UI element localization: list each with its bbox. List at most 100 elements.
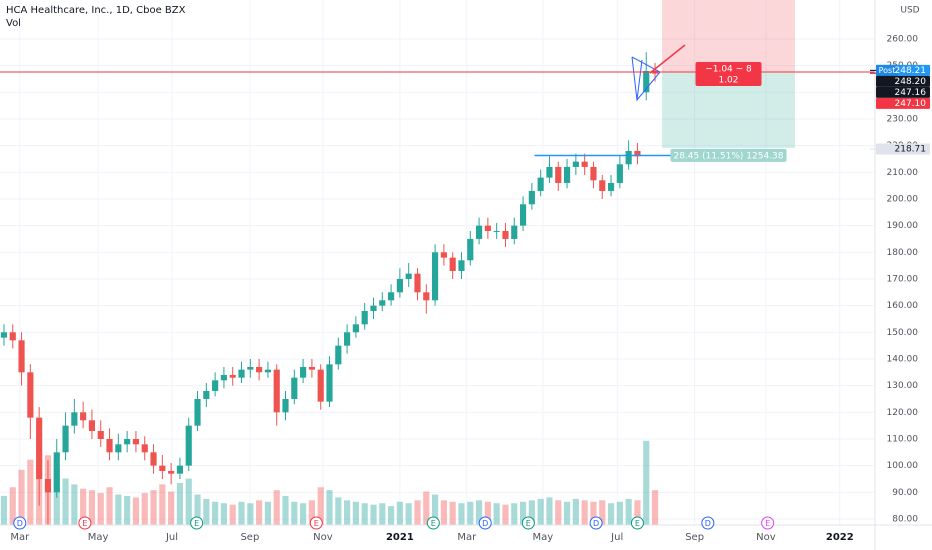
volume-bar [590, 501, 597, 525]
volume-bar [379, 503, 386, 525]
y-tick-label: 190.00 [887, 221, 919, 231]
candle-body [124, 438, 131, 445]
volume-bar [238, 501, 245, 525]
event-label: E [431, 519, 436, 528]
drawings [662, 0, 795, 148]
candle-body [238, 369, 245, 378]
volume-bar [414, 500, 421, 525]
candle-body [379, 300, 386, 306]
x-tick-label: 2022 [826, 532, 854, 543]
volume-bar [651, 490, 659, 525]
volume-bar [405, 503, 412, 525]
candle-body [511, 225, 518, 239]
price-label-box [876, 86, 930, 98]
candle-body [625, 150, 632, 165]
volume-bar [203, 498, 210, 525]
volume-bar [563, 501, 571, 525]
event-label: E [765, 519, 770, 528]
price-label: 248.21 [895, 66, 927, 76]
volume-bar [370, 504, 377, 525]
candle-body [71, 412, 78, 426]
volume-bar [643, 440, 650, 525]
volume-bar [0, 495, 8, 525]
volume-pane [0, 440, 659, 525]
y-tick-label: 170.00 [887, 274, 919, 284]
candle-body [80, 412, 87, 421]
event-marker [309, 516, 323, 530]
volume-bar [432, 494, 439, 525]
volume-bar [326, 490, 333, 525]
event-marker [701, 516, 715, 530]
volume-bar [361, 503, 368, 525]
candle-body [326, 364, 333, 402]
candle-body [643, 70, 650, 93]
volume-bar [97, 493, 104, 525]
volume-bar [519, 501, 527, 525]
axes: 80.00 90.00 100.00 110.00 120.00 130.00 140.00… [10, 34, 930, 543]
candle-body [18, 340, 25, 373]
candle-body [361, 310, 368, 325]
volume-bar [352, 501, 359, 525]
candle-body [546, 166, 553, 178]
candle-body [194, 398, 201, 426]
event-label: E [526, 519, 531, 528]
price-label: 248.20 [895, 77, 927, 87]
candle-body [141, 444, 148, 453]
x-tick-label: May [533, 532, 554, 543]
volume-bar [537, 498, 544, 525]
candle-body [537, 177, 544, 191]
price-label: 247.10 [895, 99, 927, 109]
candle-body [9, 332, 16, 341]
chart-title: HCA Healthcare, Inc., 1D, Cboe BZX [6, 5, 186, 16]
event-label: E [82, 519, 87, 528]
candle-body [590, 166, 597, 181]
candle-body [264, 369, 271, 373]
volume-bar [220, 503, 227, 525]
volume-label: Vol [6, 18, 21, 29]
candle-body [150, 452, 157, 466]
volume-bar [62, 478, 69, 525]
candle-body [572, 161, 579, 167]
candle-body [220, 374, 227, 381]
candle-body [0, 332, 8, 338]
candle-body [256, 366, 263, 373]
candle-body [616, 164, 623, 183]
volume-bar [27, 459, 34, 525]
price-label: 218.71 [895, 145, 927, 155]
post-tag: Post [879, 66, 896, 75]
candle-body [467, 238, 474, 261]
volume-bar [528, 500, 535, 525]
volume-bar [18, 469, 25, 525]
candle-body [440, 252, 447, 258]
x-tick-label: Mar [10, 532, 30, 543]
volume-bar [80, 488, 87, 525]
volume-bar [335, 497, 342, 525]
candle-body [247, 366, 254, 370]
volume-bar [458, 503, 465, 525]
x-tick-label: Sep [685, 532, 704, 543]
volume-bar [176, 482, 184, 525]
volume-bar [247, 503, 254, 525]
currency-box[interactable] [877, 3, 929, 17]
candle-body [27, 372, 34, 418]
volume-bar [572, 498, 579, 525]
candle-body [97, 430, 104, 439]
x-tick-label: Jul [610, 532, 623, 543]
candle-body [519, 204, 527, 226]
candle-body [282, 398, 289, 413]
arrow-line[interactable] [649, 44, 686, 74]
x-tick-label: Jul [165, 532, 178, 543]
x-tick-label: 2021 [386, 532, 414, 543]
event-marker [630, 516, 644, 530]
volume-bar [229, 504, 236, 525]
volume-bar [423, 491, 430, 525]
volume-bar [264, 501, 271, 525]
currency[interactable]: USD [900, 6, 919, 16]
event-marker [190, 516, 204, 530]
candle-body [370, 305, 377, 311]
candle-body [88, 420, 96, 431]
y-tick-label: 180.00 [887, 248, 919, 258]
volume-bar [106, 487, 113, 525]
candle-body [185, 425, 192, 466]
